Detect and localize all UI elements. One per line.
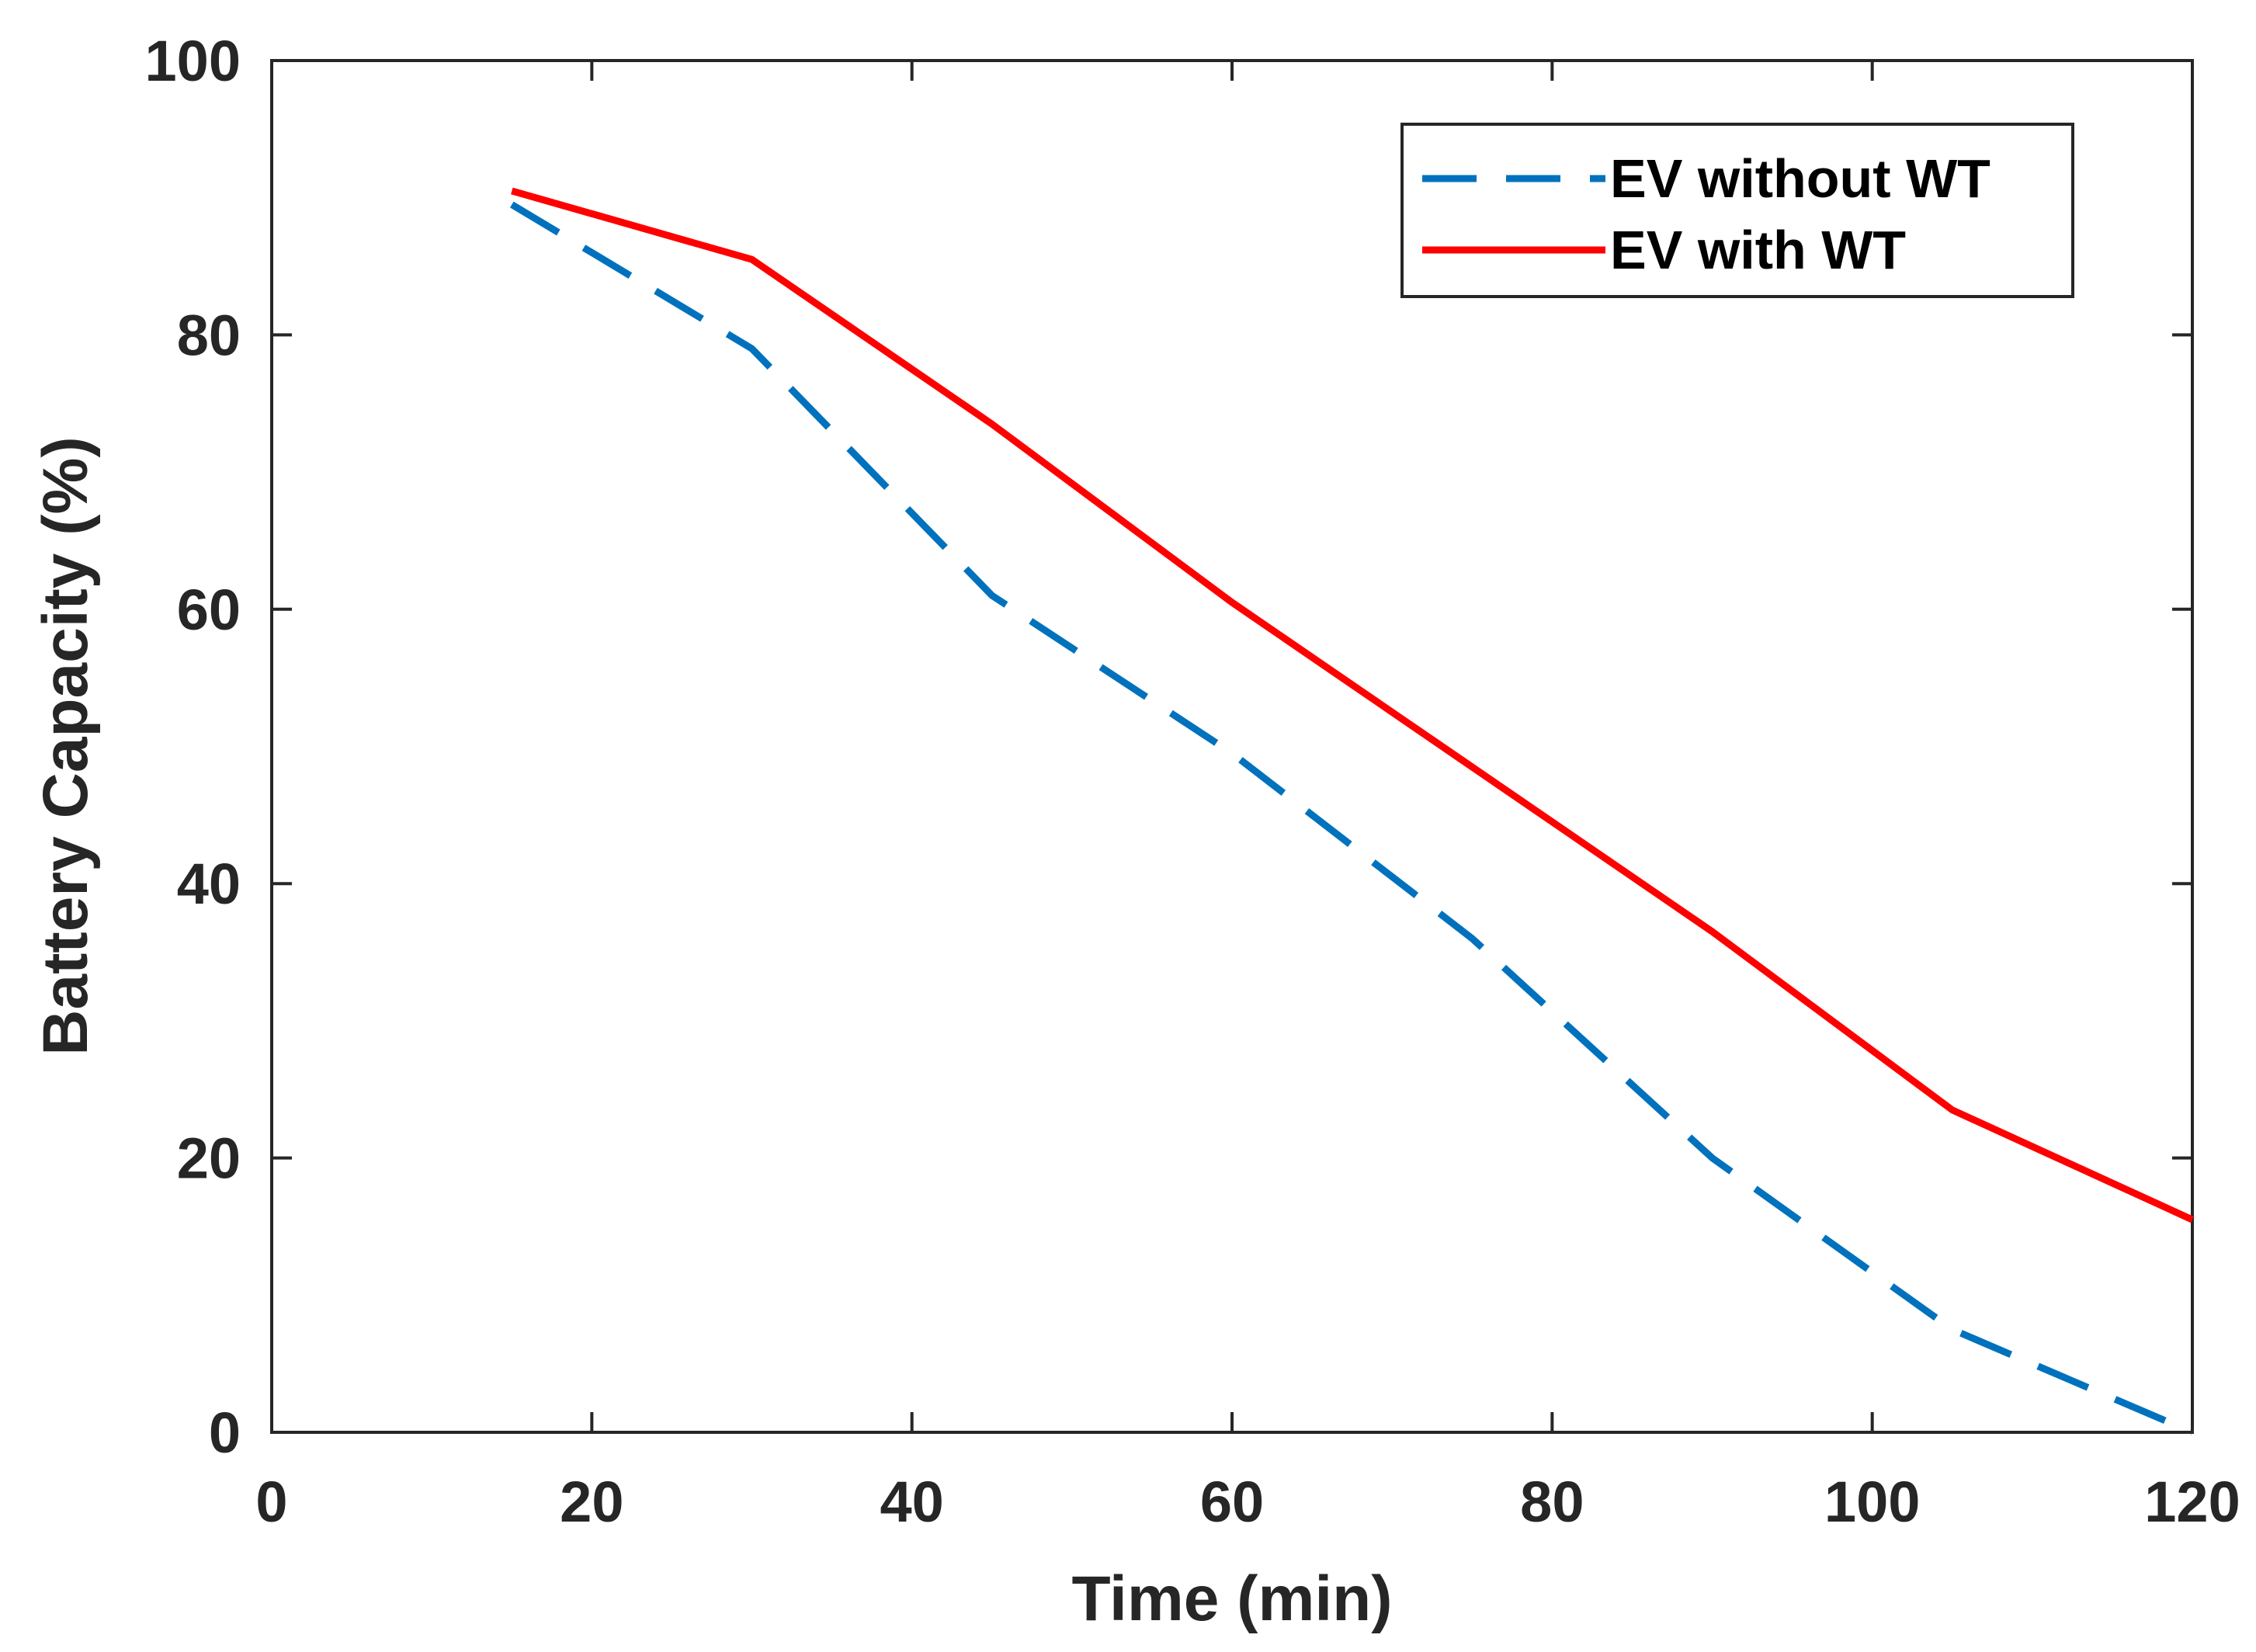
series-layer (509, 187, 2194, 1436)
y-tick-label: 100 (145, 29, 241, 93)
x-axis-title: Time (min) (1071, 1564, 1392, 1634)
series-line-ev-without-wt (509, 201, 2194, 1436)
legend-label-ev-without-wt: EV without WT (1610, 148, 1990, 209)
x-tick-label: 100 (1824, 1470, 1920, 1534)
x-tick-label: 80 (1520, 1470, 1584, 1534)
x-tick-label: 60 (1200, 1470, 1264, 1534)
y-axis-ticks: 0 20 40 60 80 100 (145, 29, 2192, 1465)
y-tick-label: 80 (177, 303, 241, 367)
series-line-ev-with-wt (511, 187, 2194, 1223)
y-tick-label: 0 (209, 1400, 241, 1465)
x-axis-ticks: 0 20 40 60 80 100 120 (255, 61, 2240, 1534)
y-axis-title: Battery Capacity (%) (30, 436, 101, 1055)
x-tick-label: 120 (2144, 1470, 2240, 1534)
x-tick-label: 40 (880, 1470, 944, 1534)
x-tick-label: 0 (255, 1470, 287, 1534)
legend-label-ev-with-wt: EV with WT (1610, 220, 1906, 280)
y-tick-label: 40 (177, 852, 241, 916)
legend-box (1400, 123, 2074, 298)
x-tick-label: 20 (560, 1470, 623, 1534)
legend: EV without WT EV with WT (1400, 123, 2074, 298)
y-tick-label: 60 (177, 578, 241, 642)
y-tick-label: 20 (177, 1126, 241, 1191)
